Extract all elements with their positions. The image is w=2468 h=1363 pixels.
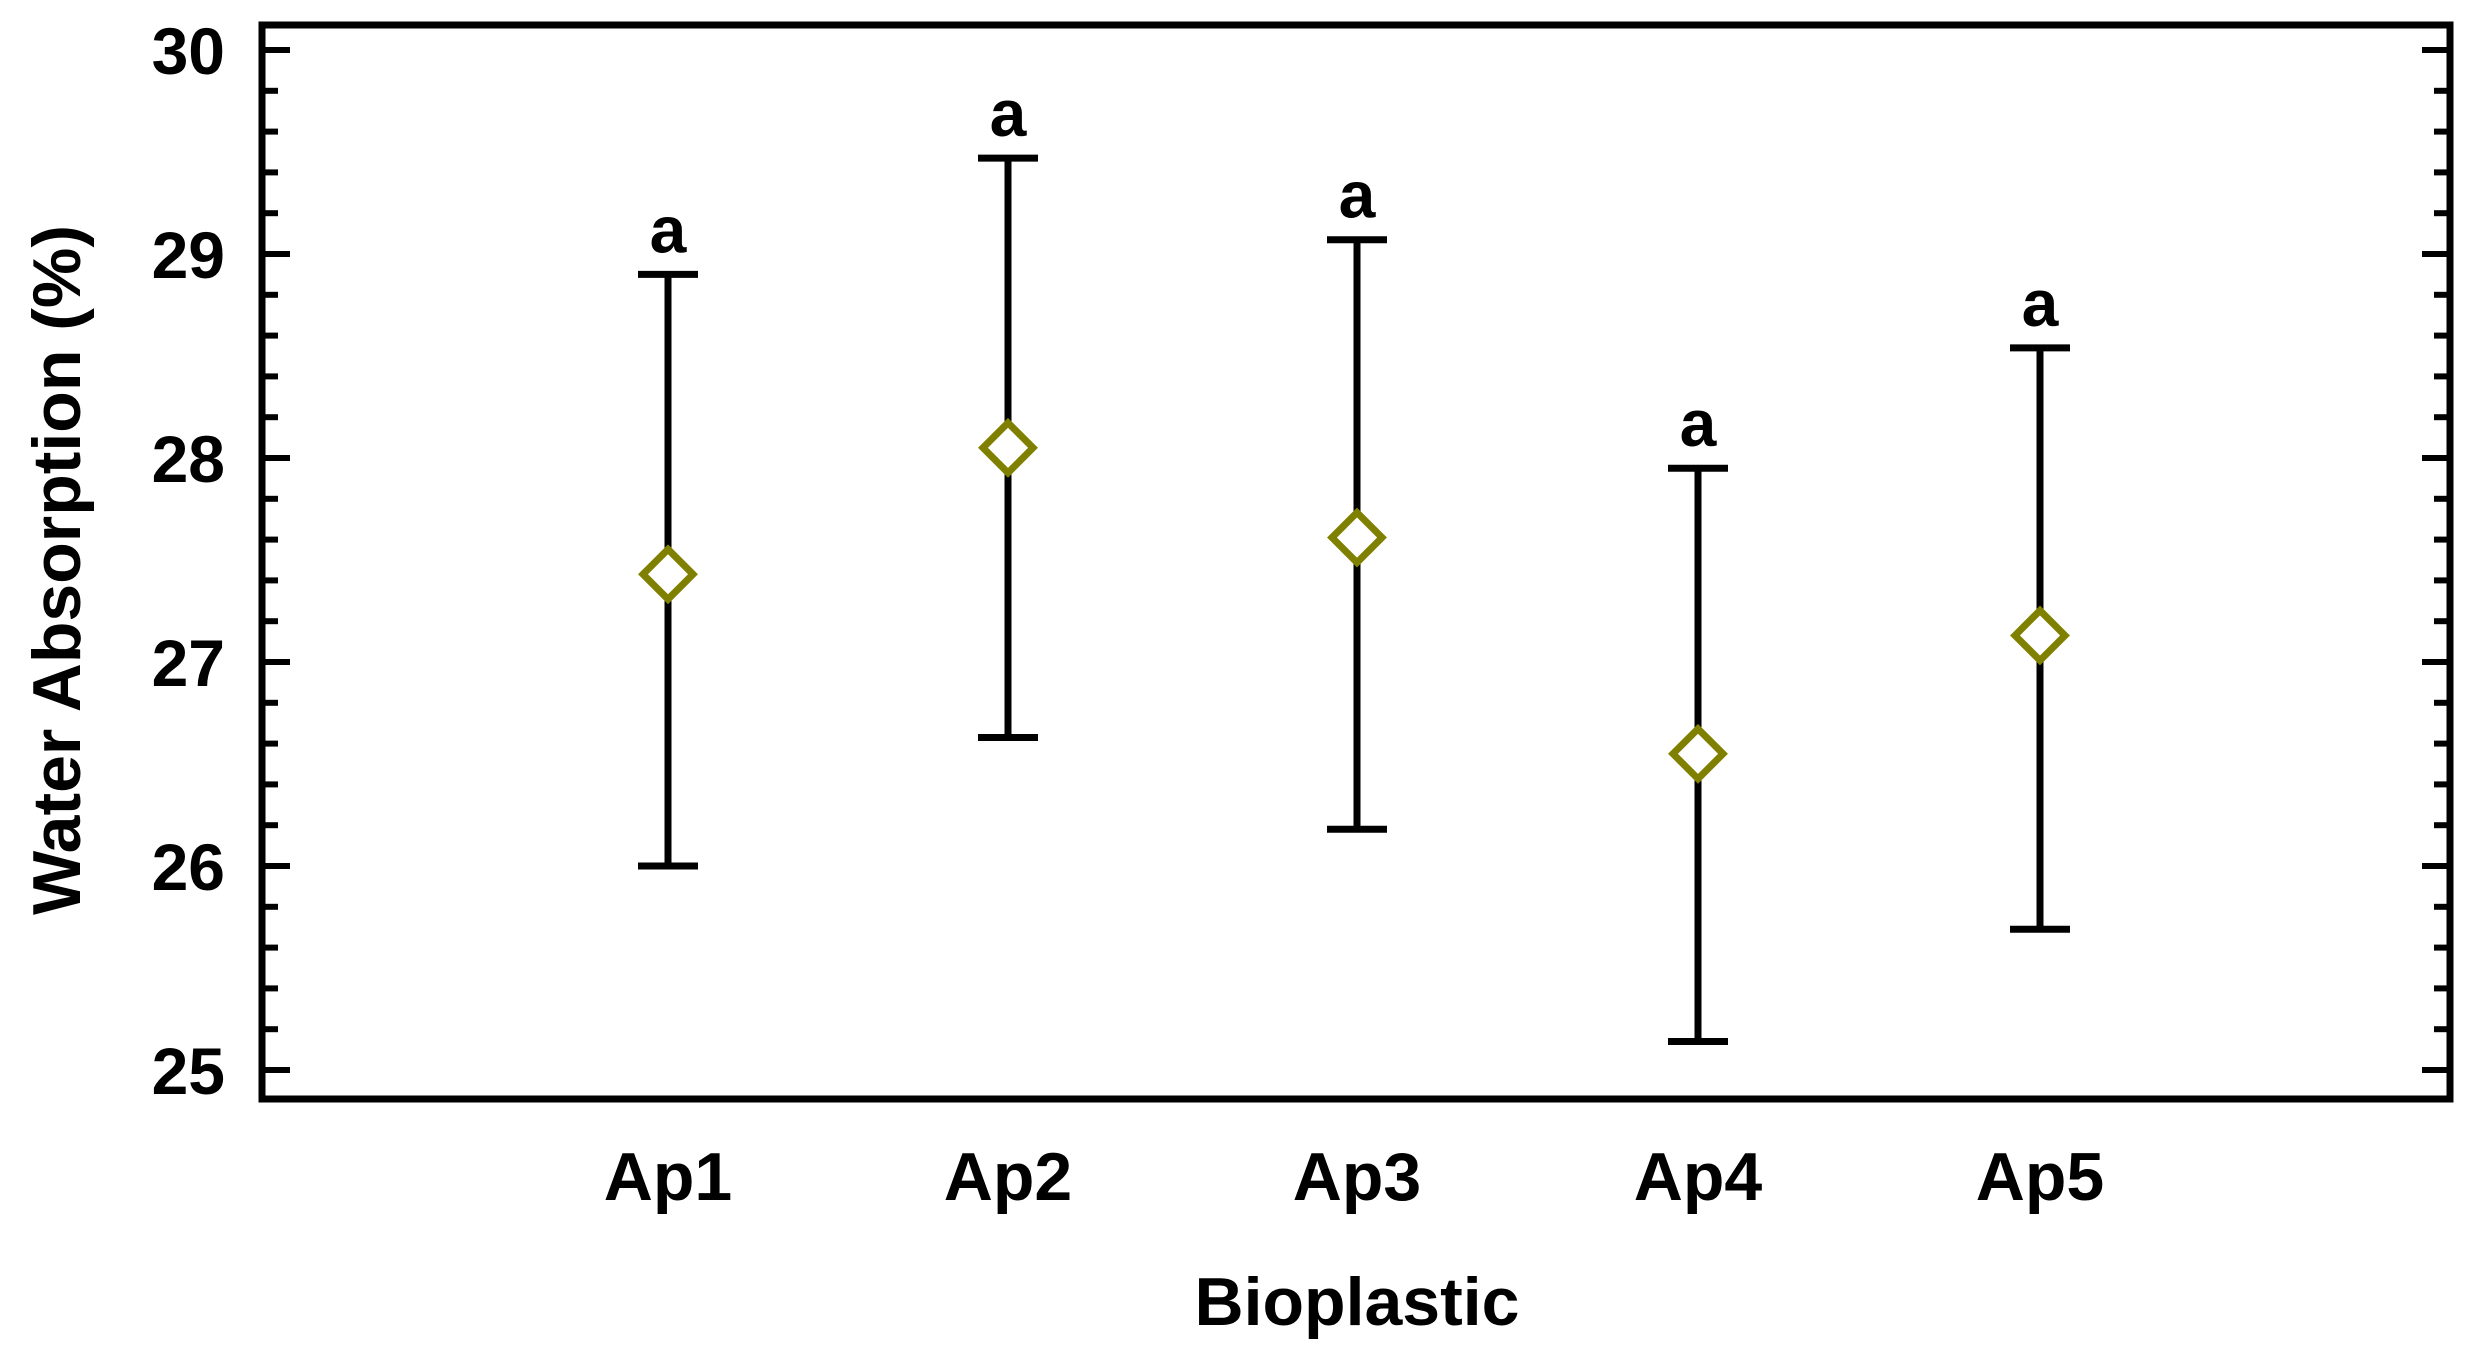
x-tick-label: Ap3: [1293, 1139, 1421, 1215]
x-tick-label: Ap2: [944, 1139, 1072, 1215]
significance-letter: a: [1680, 386, 1718, 460]
plot-frame: [258, 21, 2454, 1103]
significance-letter: a: [650, 192, 688, 266]
errorbar-layer: [638, 154, 2070, 1045]
y-axis-title: Water Absorption (%): [19, 225, 95, 915]
x-axis-title: Bioplastic: [1195, 1264, 1520, 1340]
y-tick-label: 29: [152, 218, 225, 292]
y-tick-label: 28: [152, 422, 225, 496]
significance-letter: a: [990, 76, 1028, 150]
x-tick-label: Ap4: [1634, 1139, 1763, 1215]
y-tick-label: 26: [152, 830, 225, 904]
mean-marker-ap5: [2010, 605, 2070, 666]
y-tick-label: 25: [152, 1034, 225, 1108]
label-layer: Ap1 a Ap2 a Ap3 a Ap4 a Ap5 a: [604, 76, 2104, 1215]
ticks-layer: 25 26 27 28 29 30: [152, 14, 2450, 1108]
y-tick-label: 30: [152, 14, 225, 88]
significance-letter: a: [1339, 158, 1377, 232]
mean-marker-ap1: [638, 544, 698, 605]
mean-marker-ap3: [1327, 507, 1387, 568]
mean-marker-ap2: [978, 417, 1038, 478]
significance-letter: a: [2022, 266, 2060, 340]
x-tick-label: Ap1: [604, 1139, 732, 1215]
y-tick-label: 27: [152, 626, 225, 700]
x-tick-label: Ap5: [1976, 1139, 2104, 1215]
marker-layer: [638, 417, 2070, 784]
mean-marker-ap4: [1668, 723, 1728, 784]
